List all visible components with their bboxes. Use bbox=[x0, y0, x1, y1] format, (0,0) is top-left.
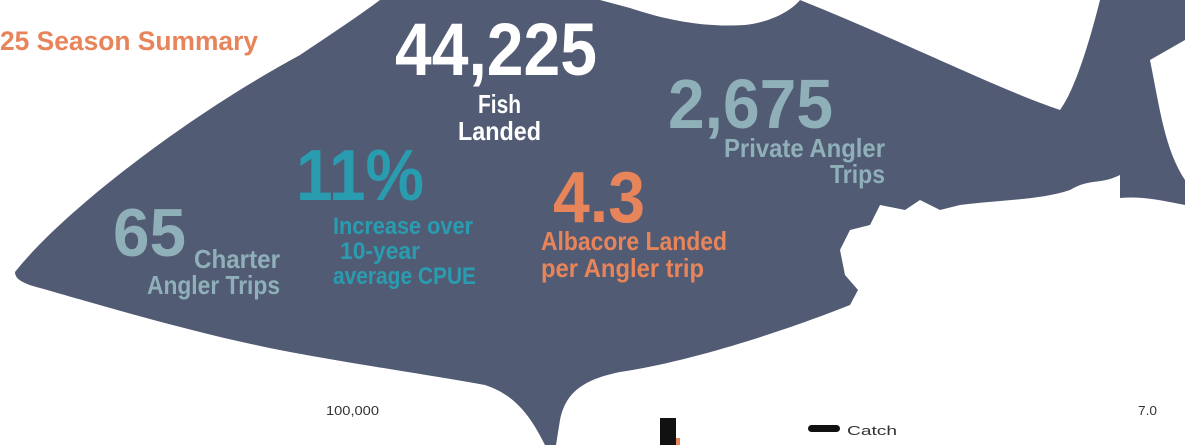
legend-label: Catch bbox=[847, 423, 897, 438]
dorsal-notch bbox=[600, 0, 800, 26]
stat-value: 2,675 bbox=[668, 65, 833, 143]
stat-label: Trips bbox=[830, 159, 885, 189]
stat-label: Increase over bbox=[333, 213, 473, 240]
y-tick-label: 100,000 bbox=[326, 403, 379, 418]
legend-swatch bbox=[808, 425, 840, 432]
stat-label: 10-year bbox=[340, 238, 420, 265]
stat-label: Albacore Landed bbox=[541, 226, 727, 256]
fish-silhouette bbox=[15, 0, 1185, 445]
stat-value: 4.3 bbox=[553, 158, 645, 238]
y2-tick-label: 7.0 bbox=[1138, 403, 1157, 418]
stat-value: 65 bbox=[113, 195, 186, 271]
subtitle: 25 Season Summary bbox=[0, 26, 258, 56]
stat-label: average CPUE bbox=[333, 263, 476, 290]
stat-label: per Angler trip bbox=[541, 253, 704, 283]
stat-label: Fish bbox=[478, 89, 521, 119]
stat-label: Private Angler bbox=[724, 133, 885, 163]
stat-label: Angler Trips bbox=[147, 270, 280, 300]
stat-value: 11% bbox=[296, 136, 424, 216]
stat-value: 44,225 bbox=[395, 8, 597, 91]
stat-label: Charter bbox=[194, 244, 280, 274]
stat-label: Landed bbox=[458, 116, 541, 146]
finlets bbox=[1150, 40, 1185, 180]
tail-notch bbox=[800, 0, 1100, 110]
chart-bar bbox=[660, 418, 676, 445]
chart-tick bbox=[676, 438, 680, 445]
